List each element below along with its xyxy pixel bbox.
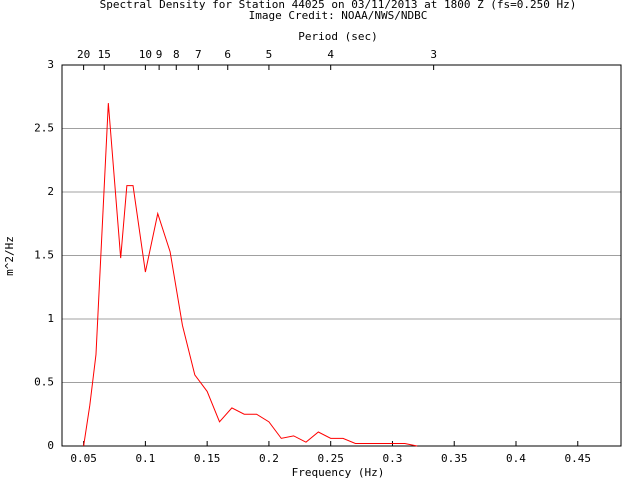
spectrum-line bbox=[83, 103, 418, 447]
y-tick-label: 1.5 bbox=[34, 249, 54, 262]
x-axis-label: Frequency (Hz) bbox=[292, 466, 385, 479]
y-tick-label: 0.5 bbox=[34, 376, 54, 389]
y-tick-label: 1 bbox=[47, 312, 54, 325]
x-tick-label: 0.1 bbox=[135, 452, 155, 465]
x2-tick-label: 7 bbox=[195, 48, 202, 61]
x2-tick-label: 20 bbox=[77, 48, 90, 61]
x-tick-label: 0.45 bbox=[565, 452, 592, 465]
y-tick-label: 3 bbox=[47, 58, 54, 71]
x2-tick-label: 6 bbox=[224, 48, 231, 61]
x2-tick-label: 4 bbox=[327, 48, 334, 61]
y-tick-label: 0 bbox=[47, 439, 54, 452]
x2-tick-label: 3 bbox=[430, 48, 437, 61]
x2-tick-label: 15 bbox=[98, 48, 111, 61]
y-axis-label: m^2/Hz bbox=[3, 236, 16, 276]
x-tick-label: 0.2 bbox=[259, 452, 279, 465]
y-tick-label: 2.5 bbox=[34, 122, 54, 135]
x-tick-label: 0.4 bbox=[506, 452, 526, 465]
x-tick-label: 0.25 bbox=[317, 452, 344, 465]
x-tick-label: 0.15 bbox=[194, 452, 221, 465]
x-tick-label: 0.05 bbox=[70, 452, 97, 465]
x2-tick-label: 8 bbox=[173, 48, 180, 61]
y-tick-label: 2 bbox=[47, 185, 54, 198]
x2-axis-label: Period (sec) bbox=[298, 30, 377, 43]
x-tick-label: 0.3 bbox=[383, 452, 403, 465]
chart-title: Spectral Density for Station 44025 on 03… bbox=[100, 0, 577, 11]
x2-tick-label: 10 bbox=[139, 48, 152, 61]
chart-subtitle: Image Credit: NOAA/NWS/NDBC bbox=[249, 9, 428, 22]
x2-tick-label: 5 bbox=[266, 48, 273, 61]
x-tick-label: 0.35 bbox=[441, 452, 468, 465]
x2-tick-label: 9 bbox=[156, 48, 163, 61]
plot-frame bbox=[61, 64, 622, 447]
